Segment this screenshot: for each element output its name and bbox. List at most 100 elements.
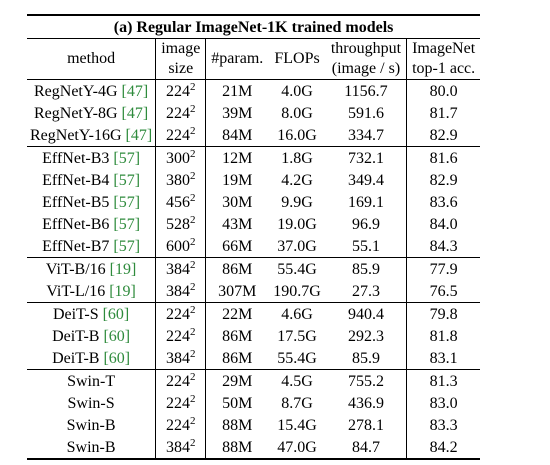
citation-link[interactable]: [57]	[113, 215, 141, 233]
cell-image-size: 2242	[156, 325, 206, 347]
cell-throughput: 940.4	[325, 302, 407, 325]
image-size-exponent: 2	[190, 147, 196, 160]
table-body: (a) Regular ImageNet-1K trained models m…	[27, 14, 481, 460]
cell-image-size: 3842	[155, 257, 206, 280]
citation-link[interactable]: [60]	[103, 349, 131, 367]
cell-flops: 55.4G	[268, 257, 326, 280]
cell-flops: 8.7G	[281, 394, 313, 412]
image-size-value: 380	[166, 171, 190, 189]
cell-throughput: 84.7	[325, 436, 407, 460]
cell-image-size: 2242	[156, 124, 206, 147]
cell-flops: 4.0G	[268, 79, 326, 102]
method-name: RegNetY-4G	[34, 82, 122, 100]
cell-flops: 8.0G	[281, 104, 313, 122]
cell-image-size: 3842	[156, 347, 206, 370]
image-size-value: 224	[166, 394, 190, 412]
cell-params: 39M	[205, 102, 269, 124]
header-params: #param.	[205, 38, 269, 80]
image-size-exponent: 2	[190, 280, 196, 293]
image-size-exponent: 2	[190, 80, 196, 93]
header-image-size: image size	[155, 38, 206, 80]
citation-link[interactable]: [57]	[113, 193, 141, 211]
method-name: EffNet-B7	[42, 237, 114, 255]
cell-flops: 4.5G	[268, 369, 326, 392]
method-name: Swin-B	[66, 416, 116, 434]
cell-method: EffNet-B7 [57]	[27, 235, 157, 258]
cell-accuracy: 76.5	[406, 280, 481, 303]
cell-accuracy: 81.3	[406, 369, 481, 392]
table-row: EffNet-B4 [57] 3802 19M 4.2G 349.4 82.9	[27, 169, 481, 191]
header-throughput-line2: (image / s)	[331, 60, 401, 77]
cell-params: 30M	[205, 191, 269, 213]
image-size-exponent: 2	[190, 169, 196, 182]
citation-link[interactable]: [47]	[121, 82, 149, 100]
cell-accuracy: 84.2	[406, 436, 481, 460]
cell-image-size: 3002	[155, 146, 206, 169]
table-row: ViT-B/16 [19] 3842 86M 55.4G 85.9 77.9	[27, 257, 481, 280]
image-size-exponent: 2	[190, 303, 196, 316]
cell-accuracy: 82.9	[406, 124, 481, 147]
results-table: (a) Regular ImageNet-1K trained models m…	[27, 14, 481, 460]
image-size-value: 384	[166, 282, 190, 300]
image-size-exponent: 2	[190, 102, 196, 115]
image-size-value: 384	[166, 438, 190, 456]
table-row: ViT-L/16 [19] 3842 307M 190.7G 27.3 76.5	[27, 280, 481, 303]
cell-flops: 16.0G	[277, 126, 317, 144]
cell-accuracy: 83.1	[406, 347, 481, 370]
image-size-exponent: 2	[190, 414, 196, 427]
header-flops: FLOPs	[268, 38, 326, 80]
citation-link[interactable]: [57]	[113, 237, 141, 255]
table-row: DeiT-B [60] 3842 86M 55.4G 85.9 83.1	[27, 347, 481, 370]
image-size-value: 224	[166, 82, 190, 100]
table-row: EffNet-B5 [57] 4562 30M 9.9G 169.1 83.6	[27, 191, 481, 213]
image-size-exponent: 2	[190, 213, 196, 226]
citation-link[interactable]: [19]	[109, 282, 136, 300]
method-name: RegNetY-16G	[30, 126, 126, 144]
table-row: RegNetY-16G [47] 2242 84M 16.0G 334.7 82.9	[27, 124, 481, 147]
cell-params: 29M	[205, 369, 269, 392]
cell-throughput: 85.9	[351, 349, 380, 367]
cell-throughput: 96.9	[351, 215, 380, 233]
cell-method: DeiT-B [60]	[27, 325, 157, 347]
image-size-value: 600	[166, 237, 190, 255]
cell-throughput: 27.3	[351, 282, 380, 300]
image-size-value: 224	[166, 104, 190, 122]
table-row: Swin-S 2242 50M 8.7G 436.9 83.0	[27, 392, 481, 414]
citation-link[interactable]: [19]	[109, 260, 137, 278]
cell-params: 86M	[205, 257, 269, 280]
method-name: EffNet-B6	[42, 215, 114, 233]
cell-image-size: 2242	[155, 302, 206, 325]
header-image-size-line2: size	[168, 60, 194, 77]
image-size-exponent: 2	[190, 325, 196, 338]
header-accuracy-line2: top-1 acc.	[412, 60, 476, 77]
citation-link[interactable]: [60]	[102, 305, 130, 323]
citation-link[interactable]: [57]	[113, 149, 141, 167]
citation-link[interactable]: [60]	[103, 327, 131, 345]
cell-accuracy: 77.9	[406, 257, 481, 280]
cell-image-size: 6002	[156, 235, 206, 258]
cell-accuracy: 84.0	[406, 213, 481, 235]
cell-method: Swin-B	[27, 414, 157, 436]
method-name: Swin-B	[66, 438, 116, 456]
image-size-value: 224	[166, 126, 190, 144]
cell-image-size: 3842	[155, 436, 206, 460]
cell-image-size: 2242	[156, 102, 206, 124]
cell-method: ViT-L/16 [19]	[27, 280, 157, 303]
cell-accuracy: 82.9	[406, 169, 481, 191]
header-image-size-line1: image	[161, 40, 201, 57]
header-method: method	[27, 38, 157, 80]
citation-link[interactable]: [47]	[125, 126, 153, 144]
cell-throughput: 755.2	[325, 369, 407, 392]
image-size-exponent: 2	[190, 235, 196, 248]
image-size-exponent: 2	[190, 392, 196, 405]
cell-accuracy: 80.0	[406, 79, 481, 102]
cell-throughput: 349.4	[347, 171, 384, 189]
table-row: RegNetY-8G [47] 2242 39M 8.0G 591.6 81.7	[27, 102, 481, 124]
citation-link[interactable]: [47]	[121, 104, 149, 122]
cell-params: 19M	[205, 169, 269, 191]
cell-image-size: 3842	[156, 280, 206, 303]
cell-method: RegNetY-4G [47]	[27, 79, 157, 102]
method-name: DeiT-S	[52, 305, 103, 323]
citation-link[interactable]: [57]	[113, 171, 141, 189]
image-size-value: 224	[166, 372, 190, 390]
